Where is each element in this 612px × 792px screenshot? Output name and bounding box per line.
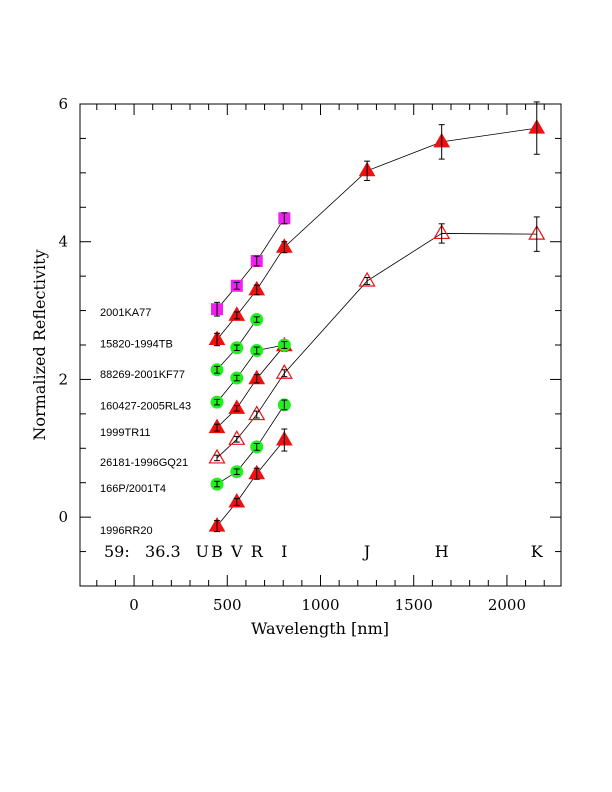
band-label: R [251,542,264,561]
y-tick-label: 4 [58,233,68,251]
x-tick-label: 1500 [395,596,433,614]
band-label: B [211,542,223,561]
band-label: H [435,542,449,561]
series-markers [208,101,546,533]
y-tick-label: 6 [58,95,68,113]
series-name-label: 26181-1996GQ21 [100,457,188,469]
series-line [216,218,285,310]
band-label: I [281,542,287,561]
band-label: J [362,542,370,561]
band-label: V [230,542,243,561]
y-axis-label: Normalized Reflectivity [30,249,49,440]
data-point [228,430,246,445]
series-line [216,233,537,459]
x-axis-label: Wavelength [nm] [251,619,389,638]
x-tick-label: 0 [129,596,139,614]
axes: 0 500 1000 1500 2000 0 2 4 6 [58,95,562,614]
y-tick-label: 0 [58,508,68,526]
y-tick-label: 2 [58,370,68,388]
series-line [216,345,285,428]
series-line [216,439,285,527]
series-name-label: 166P/2001T4 [100,483,166,495]
series-name-label: 2001KA77 [100,307,151,319]
series-line [216,404,285,485]
series-name-label: 88269-2001KF77 [100,369,185,381]
data-point [275,364,293,379]
data-point [248,405,266,421]
series-name-label: 1999TR11 [100,427,151,439]
x-tick-label: 500 [213,596,242,614]
x-tick-label: 1000 [301,596,339,614]
band-label: K [531,542,544,561]
series-lines [216,127,537,527]
band-label: U [196,542,209,561]
series-name-label: 160427-2005RL43 [100,401,191,413]
data-point [208,448,226,464]
text-labels: U B V R I J H K 1996RR20 166P/2001T4 26181-1996GQ2… [100,307,544,561]
panel-label: 59: 36.3 [104,542,181,561]
series-name-label: 1996RR20 [100,525,153,537]
x-tick-label: 2000 [488,596,526,614]
series-line [216,344,285,403]
data-point [358,271,376,287]
series-name-label: 15820-1994TB [100,339,173,351]
